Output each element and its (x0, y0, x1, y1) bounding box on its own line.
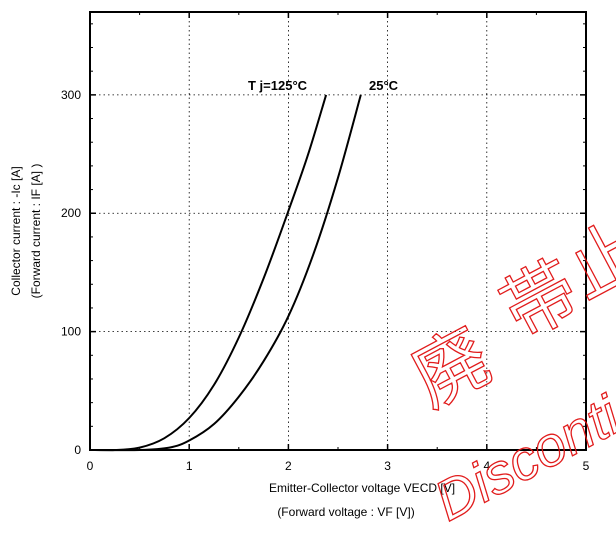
y-axis-subtitle: (Forward current : IF [A] ) (29, 164, 43, 299)
x-tick-labels: 0 1 2 3 4 5 (87, 459, 590, 473)
tick-marks (90, 12, 586, 450)
y-tick-label: 0 (74, 443, 81, 457)
x-axis-title: Emitter-Collector voltage VECD [V] (269, 481, 455, 495)
series-line-0 (89, 94, 328, 452)
series-line-1 (89, 94, 362, 452)
y-tick-labels: 0 100 200 300 (61, 88, 81, 457)
grid-lines (90, 12, 586, 450)
plot-frame (89, 11, 587, 451)
x-tick-label: 5 (583, 459, 590, 473)
x-axis-subtitle: (Forward voltage : VF [V]) (277, 505, 414, 519)
series-label-25c: 25°C (369, 78, 399, 93)
x-tick-label: 3 (384, 459, 391, 473)
watermark: 廃 帯 止 Disconti (398, 205, 616, 533)
x-tick-label: 1 (186, 459, 193, 473)
y-tick-label: 200 (61, 206, 81, 220)
x-tick-label: 4 (483, 459, 490, 473)
series-label-125c: T j=125°C (248, 78, 308, 93)
y-axis-title: Collector current : -Ic [A] (9, 166, 23, 295)
watermark-char-1: 廃 (399, 314, 503, 422)
y-tick-label: 300 (61, 88, 81, 102)
y-tick-label: 100 (61, 325, 81, 339)
x-tick-label: 0 (87, 459, 94, 473)
series-curves (89, 94, 362, 452)
x-tick-label: 2 (285, 459, 292, 473)
